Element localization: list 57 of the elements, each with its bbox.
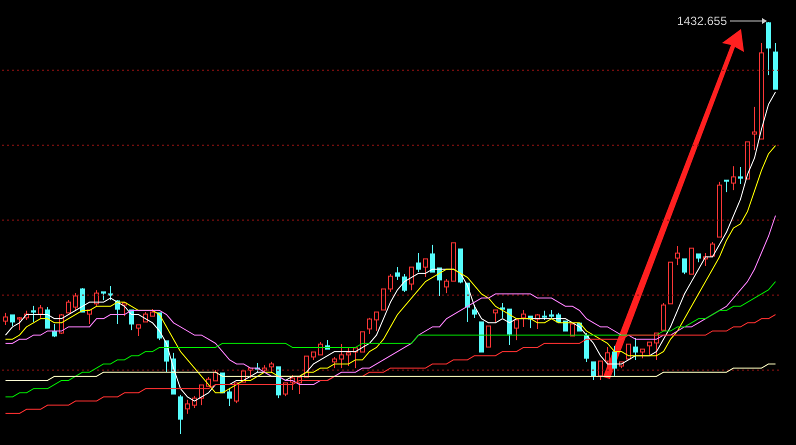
candlestick [731, 166, 736, 191]
candlestick [234, 382, 239, 404]
candlestick [269, 361, 274, 374]
candlestick [430, 244, 435, 273]
candlestick [724, 180, 729, 193]
candlestick [423, 258, 428, 278]
candlestick [178, 394, 183, 434]
candlestick [136, 324, 141, 336]
candlestick [570, 323, 575, 336]
candlestick [542, 310, 547, 320]
candlestick [10, 314, 15, 327]
candlestick [612, 345, 617, 376]
candlestick [38, 304, 43, 318]
candlestick [682, 258, 687, 275]
candlestick [710, 242, 715, 257]
candlestick [346, 347, 351, 367]
candlestick [549, 309, 554, 320]
candlestick [395, 266, 400, 280]
candlestick [94, 290, 99, 306]
candlestick [472, 304, 477, 318]
candlestick [514, 319, 519, 341]
candlestick [283, 382, 288, 397]
candlestick [416, 252, 421, 273]
candlestick [381, 288, 386, 310]
candlestick [3, 312, 8, 326]
candlestick [409, 266, 414, 291]
candlestick [73, 292, 78, 310]
candlestick [17, 316, 22, 331]
candlestick [647, 342, 652, 356]
candlestick [598, 360, 603, 381]
candlestick [339, 344, 344, 369]
candlestick [367, 317, 372, 334]
candlestick [584, 332, 589, 362]
candlestick [402, 274, 407, 292]
candlestick [185, 399, 190, 414]
candlestick [738, 166, 743, 184]
annotation: 1432.655 [676, 14, 728, 28]
candlestick [633, 338, 638, 360]
candlestick [752, 106, 757, 151]
candlestick [227, 387, 232, 406]
candlestick [52, 323, 57, 338]
candlestick [66, 300, 71, 314]
candlestick [521, 309, 526, 328]
candlestick [640, 348, 645, 359]
candlestick [605, 346, 610, 369]
candlestick [444, 278, 449, 294]
candlestick [388, 274, 393, 292]
candlestick [332, 356, 337, 369]
candlestick [486, 326, 491, 348]
candlestick [31, 305, 36, 322]
candlestick [675, 246, 680, 266]
candlestick [493, 309, 498, 322]
candlestick [626, 344, 631, 360]
candlestick [318, 342, 323, 356]
candlestick [374, 312, 379, 332]
candlestick [591, 361, 596, 381]
candlestick [213, 370, 218, 382]
